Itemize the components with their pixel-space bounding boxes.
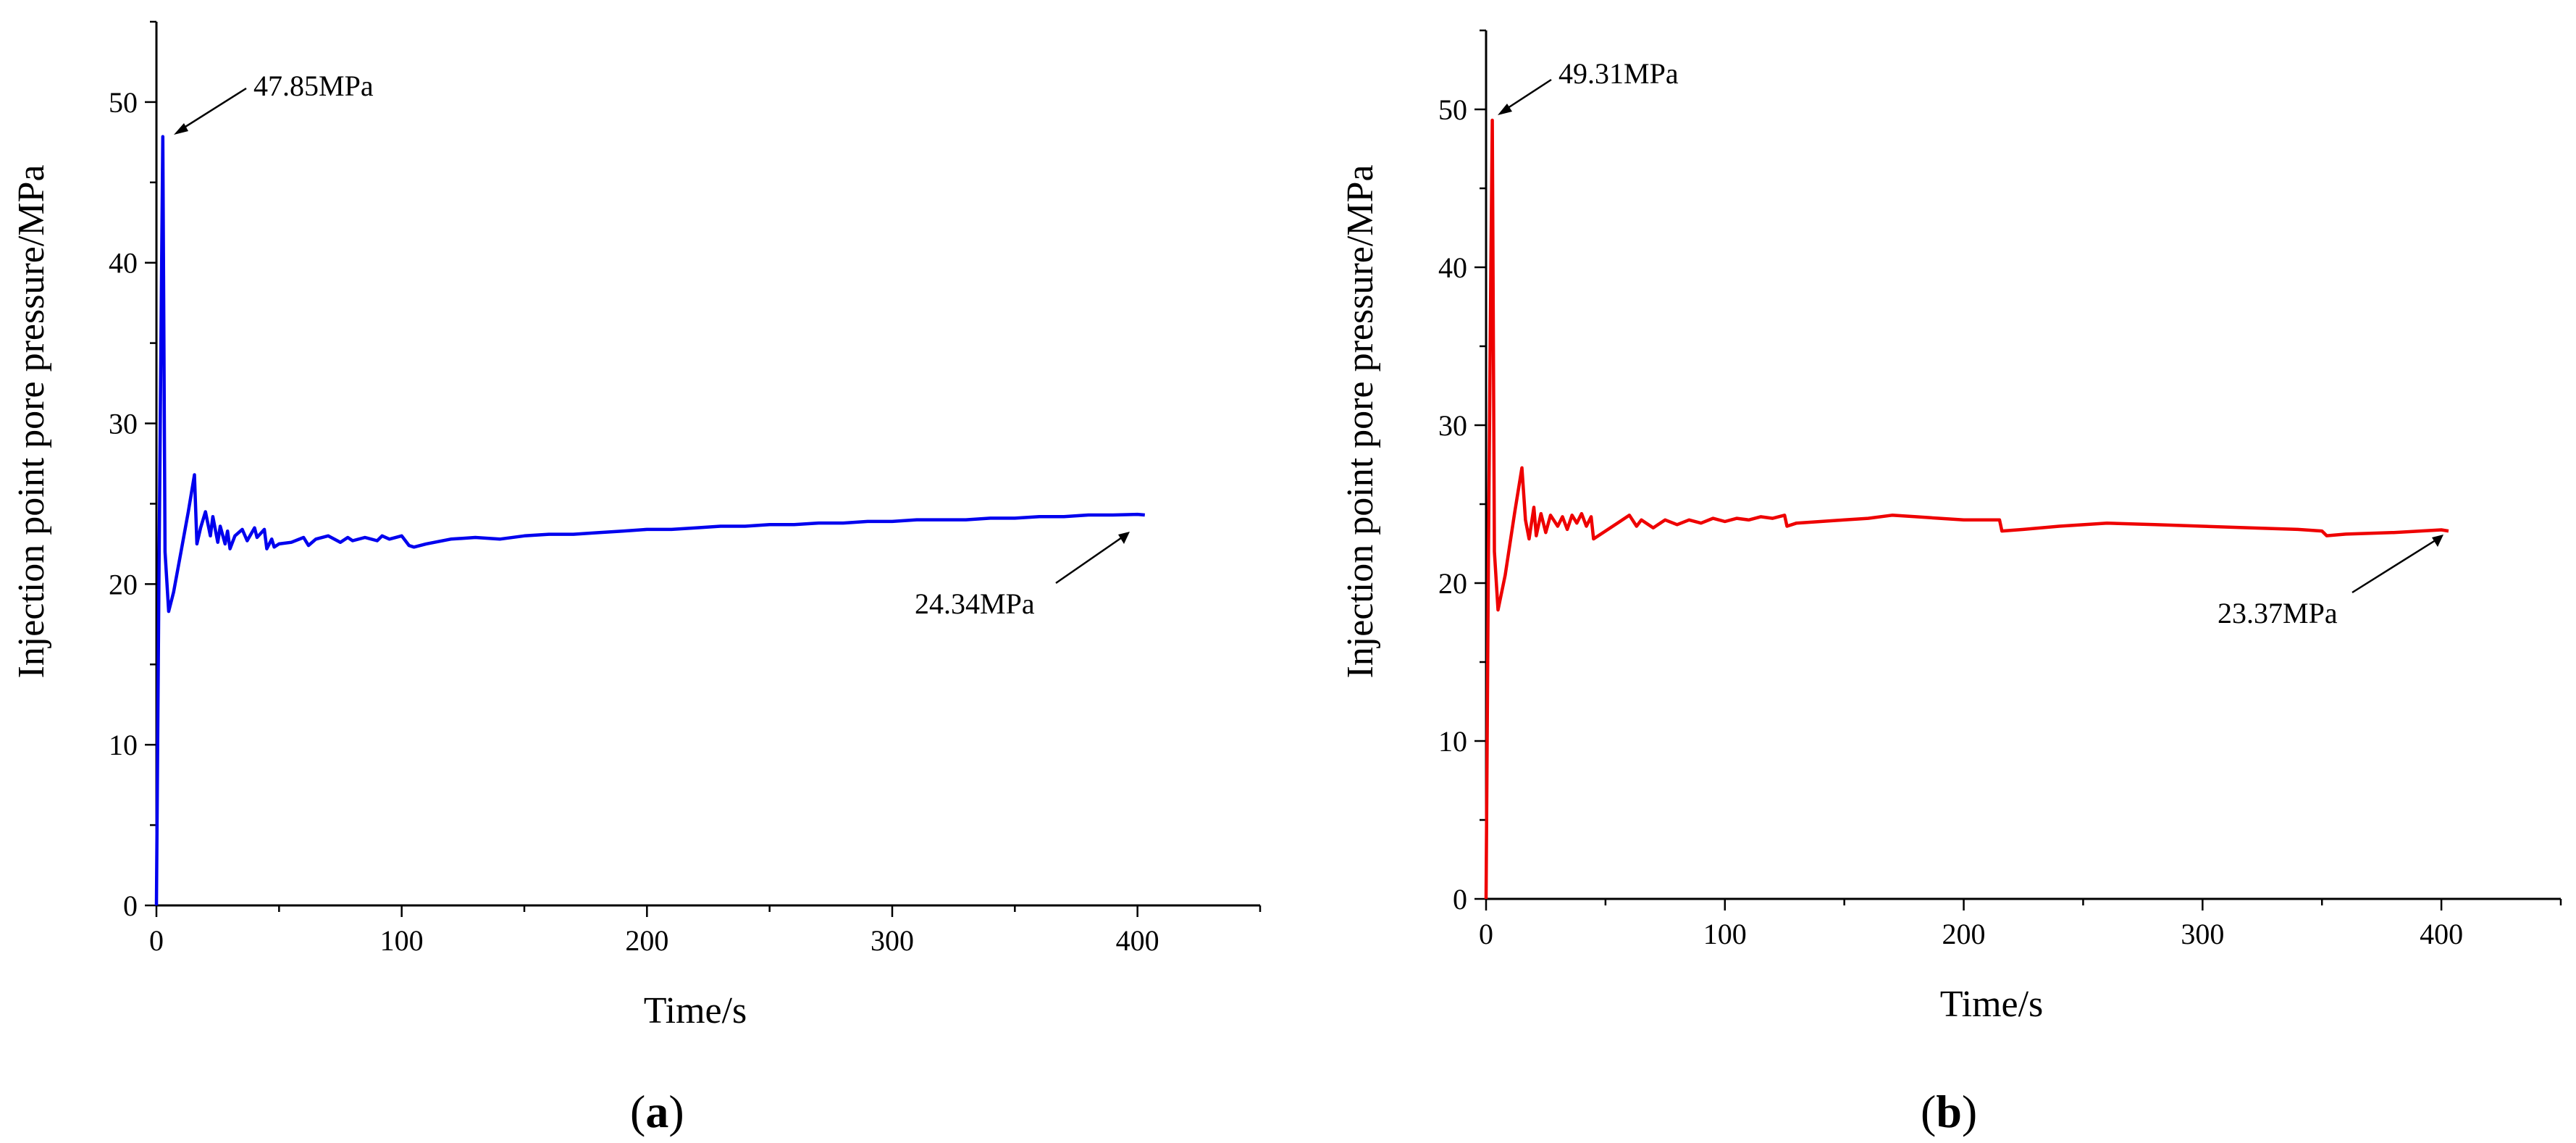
panel-a-x-tick-label: 400 [1116, 924, 1159, 957]
panel-b-x-tick-label: 100 [1703, 918, 1747, 950]
panel-b-annotation-end: 23.37MPa [2218, 597, 2338, 629]
panel-a-x-axis-label: Time/s [644, 990, 747, 1031]
panel-b-y-tick-label: 50 [1438, 93, 1467, 126]
panel-a-annotation-end-arrowhead [1118, 532, 1130, 544]
panel-b-letter: b [1936, 1086, 1962, 1137]
panel-b-x-tick-label: 200 [1942, 918, 1986, 950]
panel-b-y-axis-label: Injection point pore pressure/MPa [1340, 164, 1381, 678]
panel-a-annotation-peak-arrowhead [174, 123, 188, 135]
panel-b-plot: 0 100 200 300 400 0 10 20 30 40 50 [1438, 29, 2562, 950]
panel-b-x-tick-label: 0 [1479, 918, 1493, 950]
panel-b-annotation-end-arrow [2351, 537, 2438, 594]
panel-a-x-tick-label: 200 [625, 924, 668, 957]
panel-b-x-tick-label: 400 [2420, 918, 2463, 950]
panel-a-annotation-peak-arrow [179, 87, 247, 132]
panel-b-y-tick-label: 20 [1438, 567, 1467, 600]
panel-b-caption: (b) [1921, 1086, 1977, 1137]
panel-b-annotation-peak-arrowhead [1498, 104, 1512, 115]
panel-a-y-tick-label: 20 [109, 568, 138, 600]
panel-b-y-tick-label: 0 [1453, 883, 1467, 916]
panel-b-x-axis-label: Time/s [1940, 984, 2044, 1025]
panel-a-annotation-end: 24.34MPa [915, 587, 1035, 620]
panel-b-annotation-peak: 49.31MPa [1558, 57, 1679, 90]
panel-b-series-line [1484, 118, 2449, 900]
panel-a-x-tick-label: 300 [870, 924, 914, 957]
panel-b-x-tick-label: 300 [2181, 918, 2224, 950]
panel-b: 0 100 200 300 400 0 10 20 30 40 50 Injection point… [1340, 29, 2562, 1137]
panel-a-series-line [154, 135, 1145, 906]
panel-a-x-tick-label: 100 [380, 924, 424, 957]
panel-a-y-tick-label: 50 [109, 86, 138, 119]
panel-a-annotation-end-arrow [1055, 535, 1125, 585]
panel-b-y-tick-label: 30 [1438, 409, 1467, 442]
panel-a-y-tick-label: 30 [109, 408, 138, 440]
panel-a-y-tick-label: 10 [109, 729, 138, 761]
panel-a: 0 100 200 300 400 0 10 20 30 40 50 Injection point… [11, 20, 1262, 1137]
panel-b-y-tick-label: 10 [1438, 725, 1467, 758]
panel-a-x-tick-label: 0 [149, 924, 164, 957]
panel-a-plot: 0 100 200 300 400 0 10 20 30 40 50 [109, 20, 1262, 957]
panel-a-y-tick-label: 40 [109, 247, 138, 280]
panel-b-y-tick-label: 40 [1438, 251, 1467, 284]
panel-a-y-axis-label: Injection point pore pressure/MPa [11, 164, 52, 678]
panel-a-letter: a [645, 1086, 668, 1137]
panel-b-annotation-peak-arrow [1503, 78, 1552, 112]
panel-a-caption: (a) [630, 1086, 684, 1137]
panel-a-y-tick-label: 0 [123, 889, 138, 922]
panel-a-annotation-peak: 47.85MPa [253, 70, 374, 102]
panel-b-annotation-end-arrowhead [2432, 535, 2443, 547]
